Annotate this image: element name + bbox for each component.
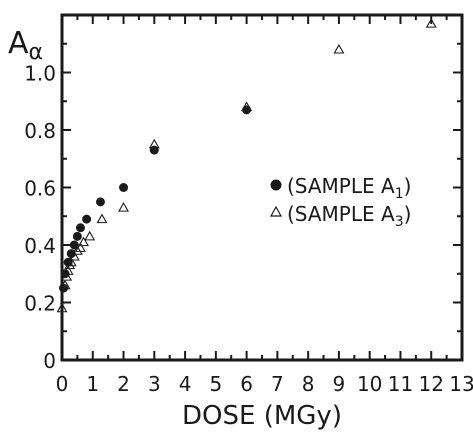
point-sample-a3 xyxy=(78,236,89,247)
x-tick-labels: 0 1 2 3 4 5 6 7 8 9 10 11 12 13 xyxy=(56,372,473,396)
y-tick-label: 1.0 xyxy=(24,62,56,86)
point-sample-a3 xyxy=(425,18,437,28)
legend-marker-sample-a1 xyxy=(270,179,282,191)
point-sample-a1 xyxy=(75,223,85,233)
x-tick-label: 5 xyxy=(209,372,222,396)
x-tick-label: 4 xyxy=(179,372,192,396)
point-sample-a1 xyxy=(72,231,82,241)
data-points xyxy=(56,18,437,313)
y-tick-label: 0.8 xyxy=(24,119,56,143)
point-sample-a3 xyxy=(65,256,77,267)
point-sample-a1 xyxy=(66,249,76,259)
point-sample-a3 xyxy=(241,101,253,112)
x-axis-label: DOSE (MGy) xyxy=(182,401,342,431)
point-sample-a1 xyxy=(119,183,129,192)
y-tick-label: 0.2 xyxy=(24,292,56,316)
x-tick-label: 12 xyxy=(419,372,444,396)
x-tick-label: 2 xyxy=(117,372,130,396)
y-tick-label: 0.6 xyxy=(24,177,56,201)
point-sample-a3 xyxy=(68,250,80,261)
x-tick-label: 3 xyxy=(148,372,161,396)
legend-marker-sample-a3 xyxy=(269,205,283,217)
x-tick-label: 11 xyxy=(388,372,413,396)
y-tick-label: 0.4 xyxy=(24,234,56,258)
x-tick-label: 10 xyxy=(357,372,382,396)
y-axis-label: Aα xyxy=(8,26,43,65)
x-tick-label: 8 xyxy=(302,372,315,396)
legend: (SAMPLE A1) (SAMPLE A3) xyxy=(269,174,411,230)
y-tick-label: 0 xyxy=(43,349,56,373)
point-sample-a3 xyxy=(333,43,345,54)
x-tick-label: 1 xyxy=(86,372,99,396)
point-sample-a3 xyxy=(148,138,160,149)
point-sample-a1 xyxy=(95,197,105,207)
x-tick-label: 13 xyxy=(449,372,473,396)
point-sample-a3 xyxy=(84,230,96,241)
point-sample-a1 xyxy=(82,214,92,224)
point-sample-a3 xyxy=(59,279,71,290)
legend-label-sample-a3: (SAMPLE A3) xyxy=(287,202,411,230)
point-sample-a3 xyxy=(62,265,74,275)
y-tick-labels: 0 0.2 0.4 0.6 0.8 1.0 xyxy=(24,62,56,374)
x-tick-label: 6 xyxy=(240,372,253,396)
point-sample-a1 xyxy=(59,283,69,293)
point-sample-a3 xyxy=(56,302,68,313)
point-sample-a3 xyxy=(75,242,86,252)
point-sample-a3 xyxy=(96,213,108,224)
point-sample-a3 xyxy=(118,202,129,212)
axis-ticks xyxy=(61,14,463,361)
x-tick-label: 7 xyxy=(271,372,284,396)
x-tick-label: 0 xyxy=(56,372,69,396)
x-tick-label: 9 xyxy=(333,372,346,396)
point-sample-a1 xyxy=(242,105,252,115)
point-sample-a3 xyxy=(61,271,73,281)
point-sample-a1 xyxy=(149,145,159,155)
legend-label-sample-a1: (SAMPLE A1) xyxy=(287,174,411,202)
point-sample-a3 xyxy=(71,245,83,255)
